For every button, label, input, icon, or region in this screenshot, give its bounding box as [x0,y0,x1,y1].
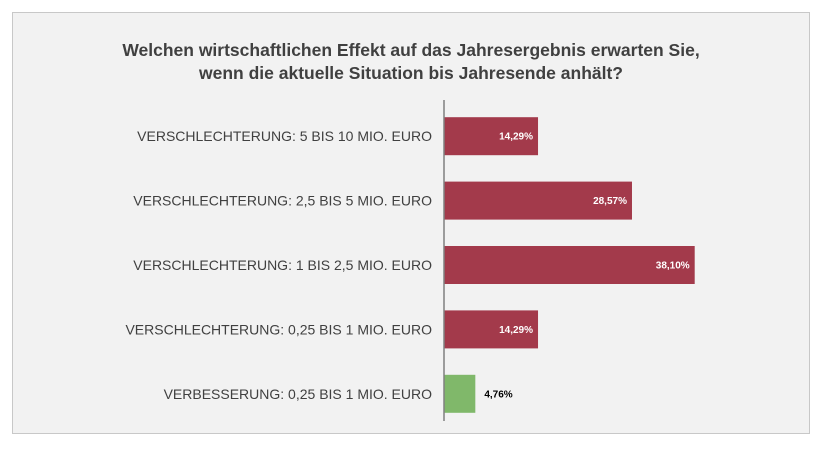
bar-0 [444,117,539,156]
chart-title-line-1: Welchen wirtschaftlichen Effekt auf das … [122,40,700,60]
chart-frame: Welchen wirtschaftlichen Effekt auf das … [12,12,810,434]
chart-title-line-2: wenn die aktuelle Situation bis Jahresen… [199,63,623,83]
bar-chart: VERSCHLECHTERUNG: 5 BIS 10 MIO. EURO 14,2… [125,100,695,421]
bar-3 [444,310,539,349]
category-label-3: VERSCHLECHTERUNG: 0,25 BIS 1 MIO. EURO [125,321,432,337]
value-label-2: 38,10% [656,261,690,272]
value-label-0: 14,29% [499,132,533,143]
bar-4 [444,374,476,413]
value-label-3: 14,29% [499,325,533,336]
category-label-0: VERSCHLECHTERUNG: 5 BIS 10 MIO. EURO [137,128,432,144]
bar-1 [444,181,632,220]
category-label-4: VERBESSERUNG: 0,25 BIS 1 MIO. EURO [164,386,433,402]
category-label-2: VERSCHLECHTERUNG: 1 BIS 2,5 MIO. EURO [133,257,432,273]
value-label-4: 4,76% [484,389,512,400]
category-label-1: VERSCHLECHTERUNG: 2,5 BIS 5 MIO. EURO [133,193,432,209]
chart-title: Welchen wirtschaftlichen Effekt auf das … [13,39,809,85]
bar-2 [444,246,695,284]
value-label-1: 28,57% [593,196,627,207]
